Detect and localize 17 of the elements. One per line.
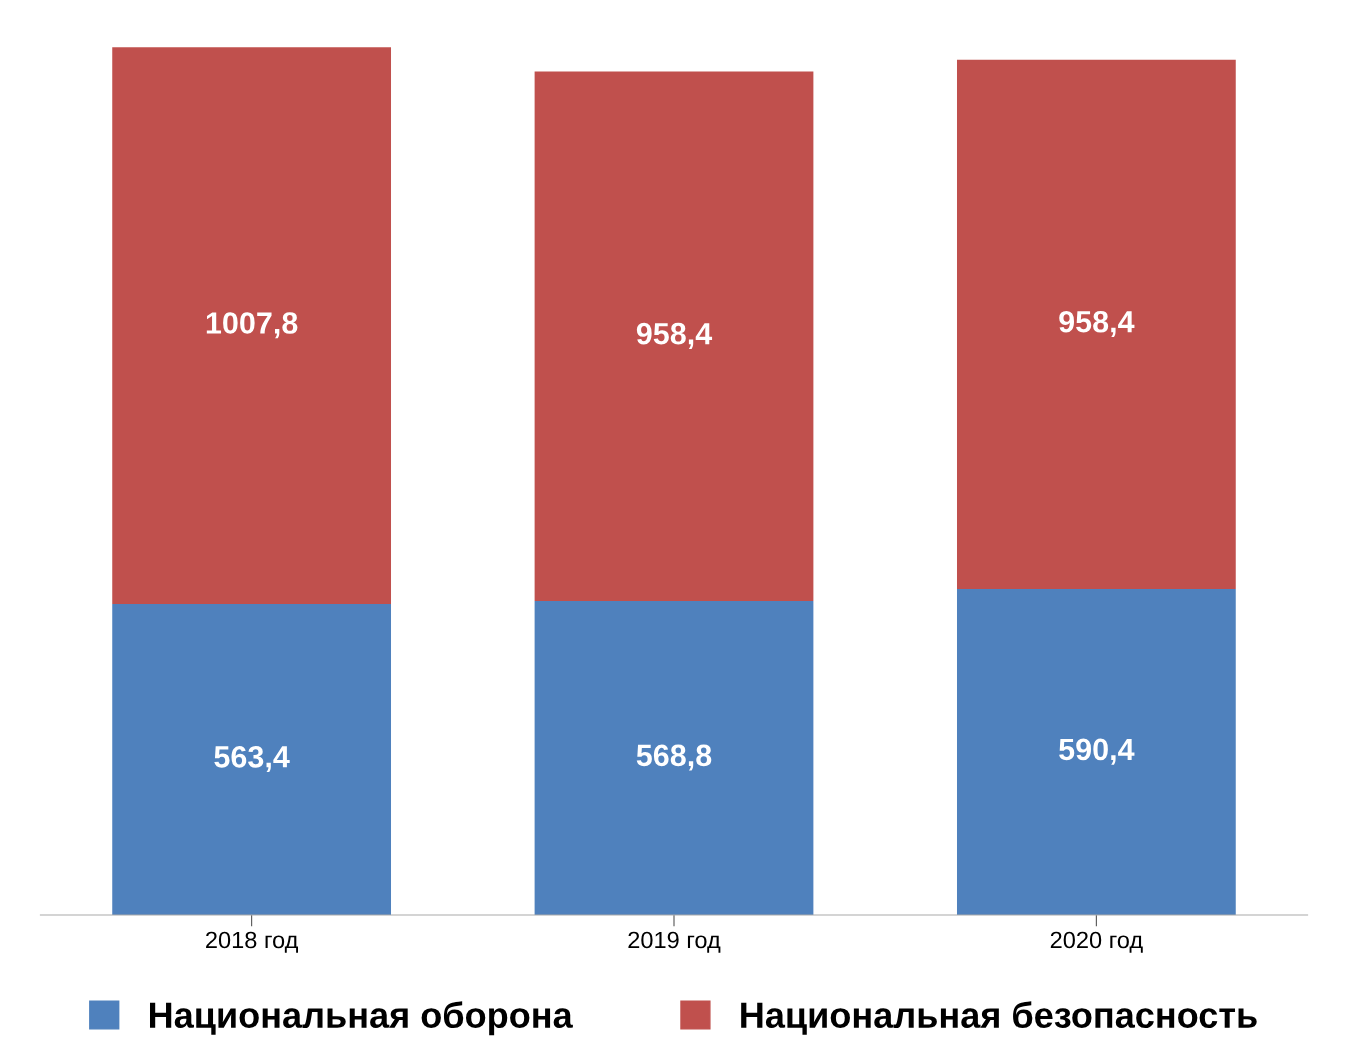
bar (956, 588, 1236, 916)
x-tick-label: 2020 год (1050, 931, 1143, 953)
bar (534, 71, 814, 601)
legend-label: Национальная оборона (150, 1001, 573, 1036)
data-label: 568,8 (636, 744, 712, 771)
data-label: 563,4 (214, 746, 290, 773)
legend-label: Национальная безопасность (741, 1001, 1257, 1035)
bar (112, 47, 392, 604)
x-tick-label: 2018 год (206, 931, 298, 953)
bar (534, 600, 814, 916)
bar (956, 59, 1236, 589)
data-label: 1007,8 (206, 312, 298, 339)
data-label: 958,4 (1059, 310, 1135, 337)
bar (112, 603, 392, 916)
data-label: 958,4 (636, 322, 713, 349)
x-tick-label: 2019 год (628, 931, 721, 953)
data-label: 590,4 (1059, 738, 1135, 765)
